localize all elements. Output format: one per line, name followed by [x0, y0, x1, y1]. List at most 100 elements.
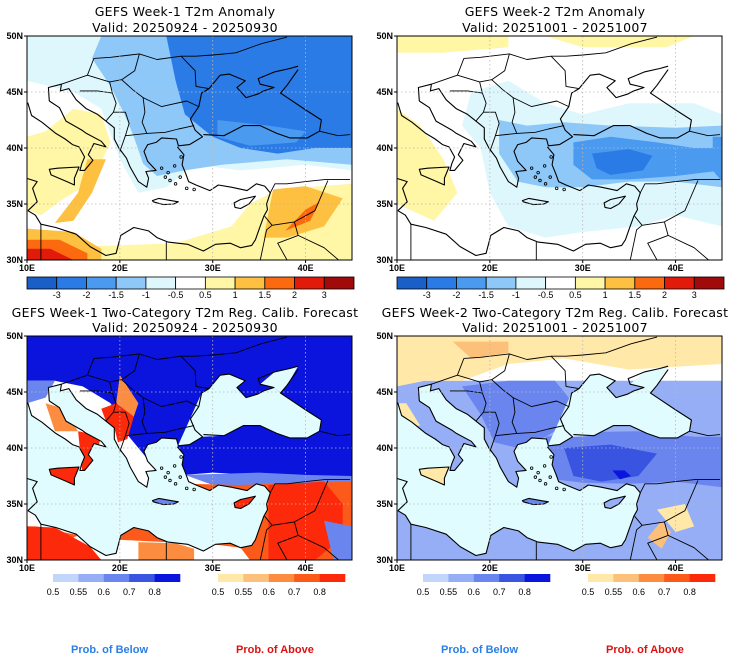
- island: [555, 186, 559, 191]
- island: [562, 187, 566, 192]
- coastline-tunisia: [397, 177, 408, 212]
- panel-subtitle: Valid: 20250924 - 20250930: [92, 20, 278, 35]
- coastline-tunisia: [27, 177, 38, 212]
- y-tick-label: 30N: [376, 555, 393, 565]
- country-border: [475, 81, 487, 122]
- y-tick-label: 35N: [6, 499, 23, 509]
- y-tick-label: 40N: [376, 443, 393, 453]
- colorbar-tick-label: 0.8: [683, 587, 696, 597]
- y-tick-label: 30N: [6, 555, 23, 565]
- below-prob-region: [612, 470, 631, 480]
- colorbar-tick-label: 0.7: [123, 587, 136, 597]
- coastline-sicily: [48, 466, 80, 486]
- island: [179, 155, 183, 159]
- country-border: [483, 111, 500, 136]
- country-border: [647, 521, 669, 560]
- y-tick-label: 50N: [6, 331, 23, 341]
- map-plot: 10E 20E 30E 40E 30N 35N 40N 45N 50N -3 -2 -1.5 -1 -0.…: [376, 31, 725, 300]
- island: [185, 186, 189, 191]
- prob-below-label: Prob. of Below: [71, 644, 148, 656]
- x-tick-label: 10E: [389, 263, 405, 273]
- country-border: [180, 55, 210, 90]
- colorbar-tick-label: 2: [292, 290, 297, 300]
- anomaly-region: [27, 248, 74, 260]
- above-colorbar-swatch: [243, 574, 270, 582]
- map-field: [397, 36, 722, 260]
- island: [548, 475, 552, 479]
- country-border: [269, 178, 351, 194]
- below-colorbar-swatch: [129, 574, 155, 582]
- island: [536, 470, 540, 475]
- colorbar-tick-label: -1: [142, 290, 150, 300]
- coastline-cyprus: [603, 495, 626, 510]
- country-border: [512, 397, 569, 408]
- country-border: [146, 125, 195, 134]
- sea-mask-mediterranean: [27, 384, 271, 556]
- country-border: [105, 381, 117, 422]
- map-field: [397, 336, 722, 560]
- island: [562, 487, 566, 492]
- anomaly-region: [712, 136, 722, 182]
- panel-subtitle: Valid: 20251001 - 20251007: [462, 320, 648, 335]
- x-tick-label: 10E: [19, 263, 35, 273]
- country-border: [667, 534, 710, 560]
- prob-below-label: Prob. of Below: [441, 644, 518, 656]
- colorbar-tick-label: 1: [233, 290, 238, 300]
- country-border: [113, 411, 130, 436]
- sea-mask-black-sea: [190, 374, 322, 438]
- island: [533, 175, 538, 179]
- below-prob-region: [564, 444, 657, 482]
- x-tick-label: 20E: [482, 563, 498, 573]
- island: [168, 178, 172, 183]
- coastline-tunisia: [397, 477, 408, 512]
- colorbar-swatch: [323, 276, 355, 290]
- island: [179, 455, 183, 459]
- country-border: [297, 234, 340, 260]
- colorbar-tick-label: -1: [512, 290, 520, 300]
- below-colorbar-swatch: [78, 574, 105, 582]
- coastline-turkeyS: [27, 146, 271, 257]
- country-border: [272, 180, 329, 226]
- island: [173, 182, 178, 186]
- coastline-italy: [27, 100, 107, 171]
- colorbar-swatch: [426, 276, 457, 290]
- colorbar-swatch: [664, 276, 695, 290]
- sicily-land: [49, 467, 79, 485]
- colorbar-swatch: [56, 276, 87, 290]
- map-plot: 10E 20E 30E 40E 30N 35N 40N 45N 50N 0.5 0.55 0.6 0.7…: [6, 331, 353, 597]
- y-tick-label: 45N: [376, 387, 393, 397]
- cyprus-land: [604, 496, 626, 509]
- coastline-sicily: [418, 166, 450, 186]
- y-tick-label: 35N: [6, 199, 23, 209]
- country-border: [272, 480, 329, 526]
- country-border: [113, 111, 130, 136]
- panel-title: GEFS Week-2 Two-Category T2m Reg. Calib.…: [381, 305, 729, 320]
- x-tick-label: 30E: [575, 563, 591, 573]
- country-border: [259, 216, 273, 260]
- coastline-turkeyN: [203, 369, 322, 439]
- colorbar-tick-label: 0.8: [148, 587, 161, 597]
- country-border: [489, 79, 518, 152]
- panel-subtitle: Valid: 20250924 - 20250930: [92, 320, 278, 335]
- above-prob-region: [647, 520, 671, 549]
- colorbar-tick-label: 0.5: [47, 587, 60, 597]
- island: [172, 464, 177, 468]
- panel-title: GEFS Week-2 T2m Anomaly: [464, 4, 646, 19]
- above-prob-region: [116, 375, 139, 417]
- coastline-cyprus: [603, 195, 626, 210]
- x-tick-label: 40E: [298, 263, 314, 273]
- country-border: [180, 355, 210, 390]
- island: [159, 166, 164, 170]
- coastline-crete: [521, 197, 549, 206]
- country-border: [629, 216, 643, 260]
- colorbar-swatch: [574, 276, 606, 290]
- colorbar-tick-label: 0.5: [417, 587, 430, 597]
- island: [192, 487, 196, 492]
- country-border: [647, 221, 669, 260]
- coastline-crete: [521, 497, 549, 506]
- colorbar-tick-label: -1.5: [108, 290, 124, 300]
- x-tick-label: 40E: [668, 263, 684, 273]
- coastline-balkan: [47, 65, 299, 188]
- below-colorbar-swatch: [499, 574, 525, 582]
- below-colorbar-swatch: [423, 574, 449, 582]
